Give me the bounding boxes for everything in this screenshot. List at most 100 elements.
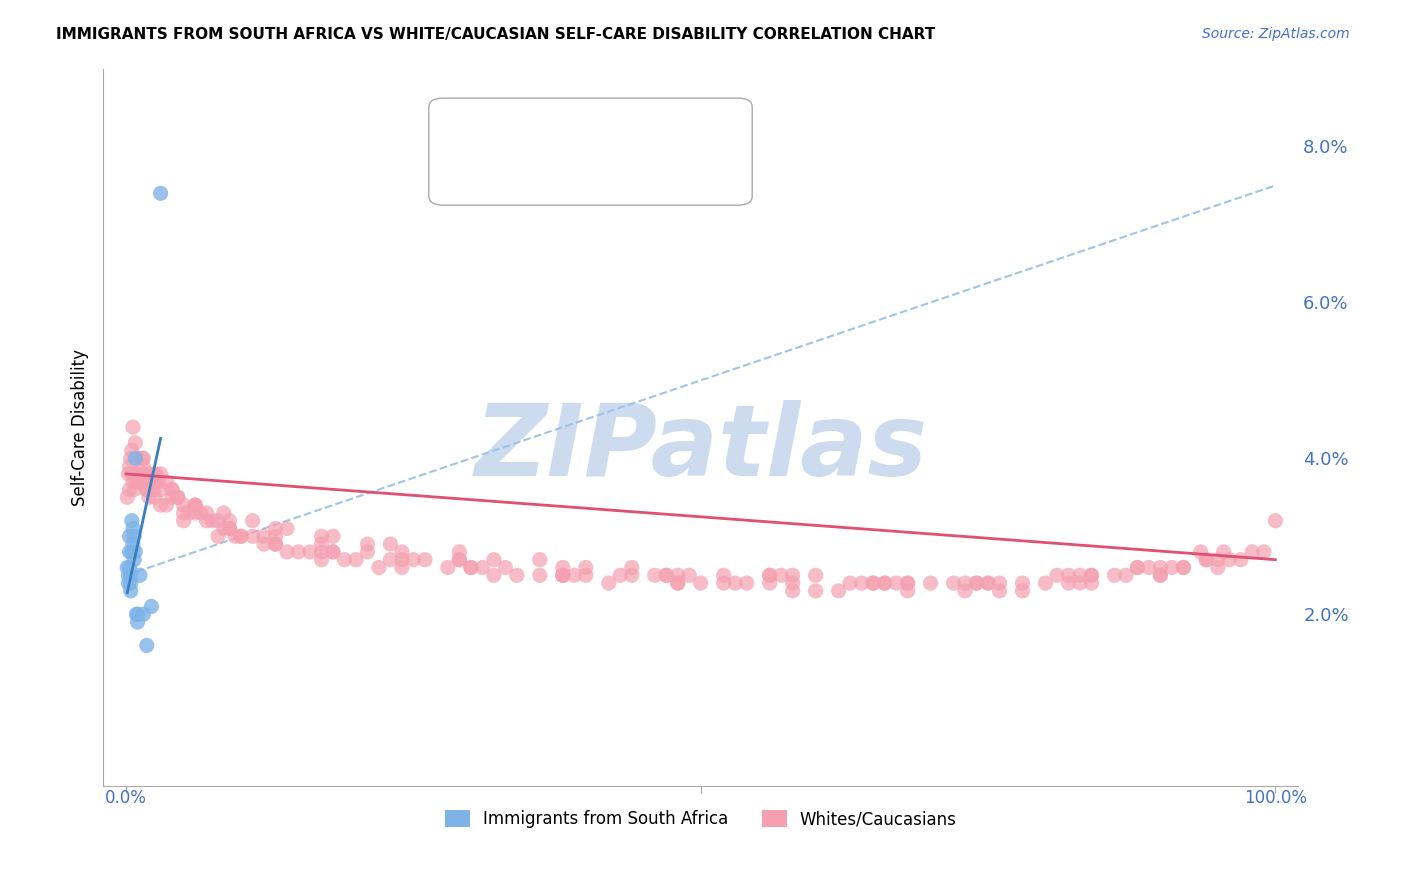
Point xyxy=(862,576,884,591)
Point xyxy=(264,521,287,535)
Point xyxy=(1195,552,1218,566)
Point xyxy=(160,491,183,505)
Point xyxy=(977,576,1000,591)
Point xyxy=(179,506,201,520)
Point xyxy=(402,552,425,566)
Point xyxy=(117,576,139,591)
Point xyxy=(1149,568,1171,582)
Point xyxy=(184,498,207,512)
Point xyxy=(207,529,229,543)
Point xyxy=(1080,568,1102,582)
Point xyxy=(120,568,142,582)
Point xyxy=(127,451,149,466)
Point xyxy=(184,498,207,512)
Point xyxy=(122,529,145,543)
Point xyxy=(122,552,145,566)
Point xyxy=(264,537,287,551)
Point xyxy=(873,576,896,591)
Point xyxy=(132,459,155,474)
Point xyxy=(253,537,276,551)
Point xyxy=(862,576,884,591)
Point xyxy=(1264,514,1286,528)
Point xyxy=(122,483,145,497)
Point xyxy=(149,483,172,497)
Text: 100.0%: 100.0% xyxy=(1244,789,1306,807)
Point xyxy=(988,583,1011,598)
Point xyxy=(988,576,1011,591)
Point xyxy=(449,552,471,566)
Point xyxy=(551,568,574,582)
Point xyxy=(1173,560,1195,574)
Point xyxy=(551,568,574,582)
Point xyxy=(356,537,378,551)
Point xyxy=(380,537,402,551)
Point xyxy=(160,483,183,497)
Point xyxy=(142,483,165,497)
Point xyxy=(117,568,139,582)
Point xyxy=(1069,576,1091,591)
Point xyxy=(1104,568,1126,582)
Point xyxy=(897,576,920,591)
Point xyxy=(129,475,152,489)
Point xyxy=(942,576,965,591)
Point xyxy=(1206,552,1229,566)
Point xyxy=(977,576,1000,591)
Point xyxy=(124,467,146,481)
Point xyxy=(212,521,235,535)
Text: 25: 25 xyxy=(598,120,620,138)
Point xyxy=(827,583,849,598)
Point xyxy=(311,537,333,551)
Text: ■: ■ xyxy=(457,160,475,179)
Point xyxy=(713,576,735,591)
Text: ■: ■ xyxy=(457,120,475,139)
Point xyxy=(953,576,976,591)
Point xyxy=(666,576,689,591)
Point xyxy=(1149,568,1171,582)
Point xyxy=(437,560,460,574)
Point xyxy=(966,576,988,591)
Point xyxy=(127,467,149,481)
Point xyxy=(218,521,240,535)
Point xyxy=(1057,576,1080,591)
Point xyxy=(551,560,574,574)
Point xyxy=(122,521,145,535)
Point xyxy=(121,467,143,481)
Point xyxy=(121,443,143,458)
Point xyxy=(138,467,160,481)
Point xyxy=(122,420,145,434)
Point xyxy=(758,568,780,582)
Point xyxy=(118,545,141,559)
Point xyxy=(678,568,700,582)
Point xyxy=(135,639,157,653)
Point xyxy=(166,491,188,505)
Point xyxy=(135,483,157,497)
Point xyxy=(655,568,678,582)
Point xyxy=(155,498,177,512)
Point xyxy=(190,506,212,520)
Point xyxy=(609,568,631,582)
Point xyxy=(145,467,167,481)
Point xyxy=(449,552,471,566)
Point xyxy=(218,514,240,528)
Point xyxy=(529,568,551,582)
Point xyxy=(311,552,333,566)
Point xyxy=(132,451,155,466)
Point xyxy=(118,529,141,543)
Point xyxy=(368,560,391,574)
Point xyxy=(121,514,143,528)
Point xyxy=(1253,545,1275,559)
Point xyxy=(212,506,235,520)
Point xyxy=(166,491,188,505)
Point xyxy=(118,483,141,497)
Point xyxy=(1218,552,1240,566)
Point xyxy=(1126,560,1149,574)
Point xyxy=(460,560,482,574)
Point xyxy=(141,475,163,489)
Point xyxy=(449,545,471,559)
Point xyxy=(264,537,287,551)
Text: Source: ZipAtlas.com: Source: ZipAtlas.com xyxy=(1202,27,1350,41)
Point xyxy=(184,506,207,520)
Point xyxy=(380,552,402,566)
Point xyxy=(160,483,183,497)
Point xyxy=(494,560,516,574)
